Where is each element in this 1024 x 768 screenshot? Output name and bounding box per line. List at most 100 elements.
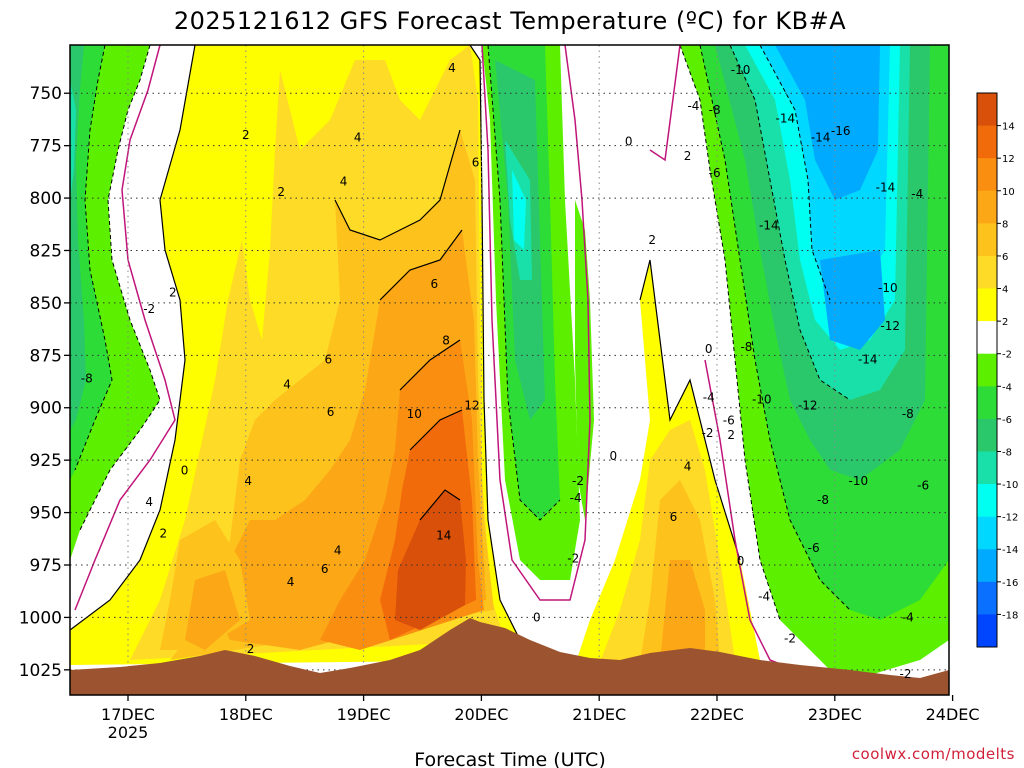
field-warm-low-left-8 (185, 570, 240, 650)
contour-label: -2 (784, 631, 796, 645)
grid-lines (70, 45, 949, 695)
colorbar-label: 4 (1002, 285, 1008, 296)
contour-label: -12 (798, 399, 818, 413)
y-tick-label-1025: 1025 (19, 661, 62, 681)
contour-label: 2 (169, 285, 177, 299)
contour-label: 6 (324, 353, 332, 367)
contour-label: -6 (723, 413, 735, 427)
x-tick-label-23dec: 23DEC (808, 705, 862, 724)
contour-label: -2 (899, 667, 911, 681)
contour-label: 0 (610, 449, 618, 463)
contour-line-warm-b (469, 45, 521, 641)
colorbar-label: -4 (1002, 382, 1012, 393)
colorbar-frame (976, 92, 998, 648)
contour-label: 4 (283, 378, 291, 392)
colorbar-label: -14 (1002, 545, 1018, 556)
contour-label: 0 (533, 610, 541, 624)
contour-label: 2 (277, 185, 285, 199)
contour-label: 4 (145, 495, 153, 509)
colorbar-swatch (977, 386, 997, 420)
colorbar-label: -12 (1002, 513, 1018, 524)
colorbar-swatch (977, 484, 997, 518)
contour-label: -8 (81, 371, 93, 385)
contour-label: -4 (703, 390, 715, 404)
contour-label: 0 (625, 134, 633, 148)
y-tick-label-825: 825 (30, 241, 62, 261)
contour-label: -10 (752, 392, 772, 406)
contour-label: 2 (160, 527, 168, 541)
y-tick-label-850: 850 (30, 294, 62, 314)
contour-label: 2 (684, 149, 692, 163)
contour-label: -4 (911, 187, 923, 201)
contour-label: -4 (687, 99, 699, 113)
contour-label: 4 (354, 130, 362, 144)
contour-line-warm-d (379, 229, 463, 301)
contour-label: -2 (572, 474, 584, 488)
zero-isotherm-left (74, 45, 176, 611)
colorbar-swatch (977, 516, 997, 550)
contour-label: -4 (902, 610, 914, 624)
credit-link[interactable]: coolwx.com/modelts (852, 745, 1015, 763)
contour-label: -12 (880, 319, 900, 333)
colorbar-label: 12 (1002, 154, 1015, 165)
contour-label: -4 (758, 589, 770, 603)
contour-label: -14 (876, 181, 896, 195)
field-cold-left-core2 (70, 80, 76, 200)
contour-label: 6 (321, 562, 329, 576)
contour-line-cold-a (79, 45, 161, 531)
contour-line-cold-c (487, 45, 561, 521)
colorbar-swatch (977, 125, 997, 159)
contour-label: -2 (702, 426, 714, 440)
colorbar-swatch (977, 255, 997, 289)
x-tick-label-19dec: 19DEC (337, 705, 391, 724)
y-tick-label-1000: 1000 (19, 608, 62, 628)
contour-labels: 244-8-2202224444666644681012140-2-2-4002… (81, 61, 929, 681)
contour-label: -14 (759, 218, 779, 232)
contour-label: 14 (436, 529, 451, 543)
y-tick-label-975: 975 (30, 556, 62, 576)
colorbar-swatch (977, 158, 997, 192)
contour-label: 4 (244, 474, 252, 488)
contour-label: 4 (684, 459, 692, 473)
chart-title: 2025121612 GFS Forecast Temperature (ºC)… (174, 7, 846, 35)
contour-label: -8 (902, 407, 914, 421)
contour-line-warm-c (334, 129, 461, 241)
contour-line-cold-b (74, 45, 113, 471)
x-axis: 17DEC 18DEC 19DEC 20DEC 21DEC 22DEC 23DEC 24DEC (101, 695, 980, 724)
colorbar-swatch (977, 418, 997, 452)
field-cold-right-16b (820, 250, 885, 350)
x-axis-label: Forecast Time (UTC) (414, 749, 605, 768)
colorbar-swatch (977, 288, 997, 322)
zero-isotherm-mid (481, 45, 591, 601)
x-tick-label-20dec: 20DEC (454, 705, 508, 724)
contour-line-second-a (639, 259, 741, 561)
colorbar-swatch (977, 581, 997, 615)
contour-line-cold-d (699, 45, 851, 611)
contour-label: -10 (849, 474, 869, 488)
colorbar-label: -18 (1002, 610, 1018, 621)
x-tick-year: 2025 (108, 723, 149, 742)
contour-label: 2 (247, 642, 255, 656)
colorbar-label: 8 (1002, 219, 1008, 230)
colorbar-label: -16 (1002, 578, 1018, 589)
contour-label: -6 (808, 541, 820, 555)
contour-label: 0 (181, 464, 189, 478)
colorbar-label: -6 (1002, 415, 1012, 426)
contour-label: -8 (817, 493, 829, 507)
colorbar-swatch (977, 353, 997, 387)
colorbar: 14 12 10 8 6 4 2 -2 -4 -6 -8 -10 -12 -14 -16 -18 (976, 92, 1018, 648)
plot-frame (69, 44, 950, 696)
field-cold-right-16 (775, 45, 880, 200)
contour-label: -14 (776, 111, 796, 125)
y-tick-label-750: 750 (30, 84, 62, 104)
contour-label: 4 (287, 575, 295, 589)
contour-label: 6 (472, 155, 480, 169)
contour-line-warm-e (399, 339, 461, 391)
contour-label: 0 (705, 342, 713, 356)
colorbar-swatch (977, 223, 997, 257)
x-tick-label-18dec: 18DEC (219, 705, 273, 724)
contour-label: 0 (737, 554, 745, 568)
y-tick-label-800: 800 (30, 189, 62, 209)
colorbar-label: -10 (1002, 480, 1018, 491)
